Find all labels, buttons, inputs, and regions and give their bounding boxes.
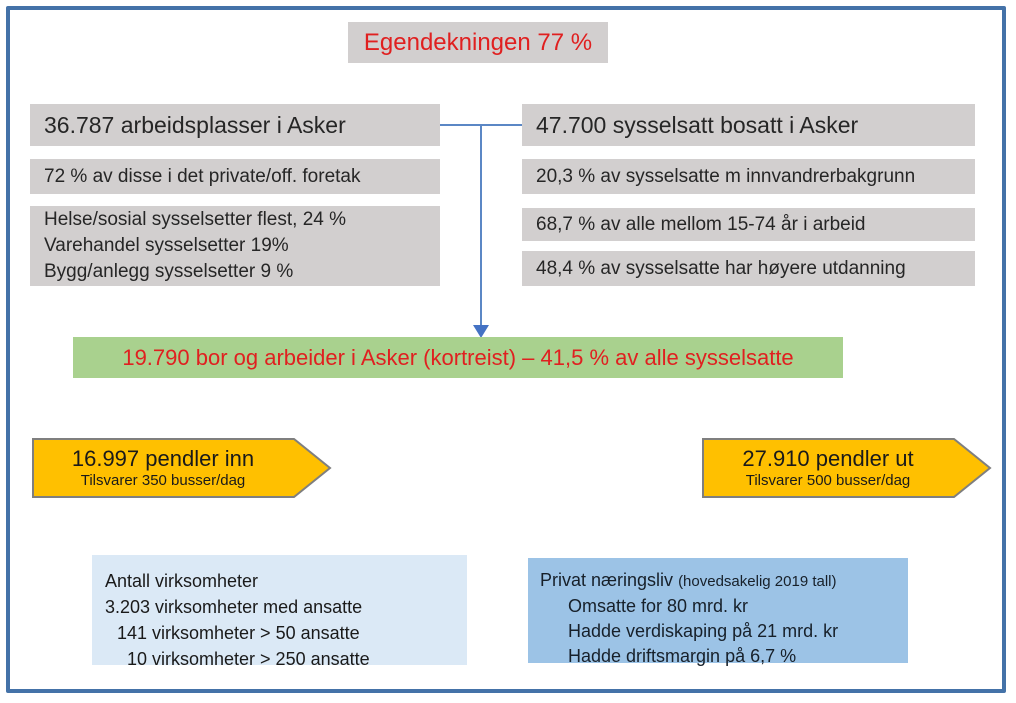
commute-in-count: 16.997 pendler inn [71,446,255,471]
commute-in-arrow: 16.997 pendler inn Tilsvarer 350 busser/… [32,438,332,498]
businesses-title: Antall virksomheter [105,571,259,591]
coverage-title: Egendekningen 77 % [348,22,608,63]
education-share-box: 48,4 % av sysselsatte har høyere utdanni… [522,251,975,286]
commute-out-arrow: 27.910 pendler ut Tilsvarer 500 busser/d… [702,438,992,498]
local-workers-highlight: 19.790 bor og arbeider i Asker (kortreis… [73,337,843,378]
industry-line-health: Helse/sosial sysselsetter flest, 24 % [44,209,347,230]
commute-in-buses: Tilsvarer 350 busser/dag [80,472,246,489]
slide-border [6,6,1006,693]
right-arrow-shape-icon [702,438,992,498]
businesses-over-50: 141 virksomheter > 50 ansatte [117,623,360,643]
commute-out-count: 27.910 pendler ut [742,446,914,471]
employed-residents-header: 47.700 sysselsatt bosatt i Asker [522,104,975,146]
workplaces-header: 36.787 arbeidsplasser i Asker [30,104,440,146]
private-sector-margin: Hadde driftsmargin på 6,7 % [568,646,797,666]
employment-rate-box: 68,7 % av alle mellom 15-74 år i arbeid [522,208,975,241]
private-share-box: 72 % av disse i det private/off. foretak [30,159,440,194]
immigrant-share-box: 20,3 % av sysselsatte m innvandrerbakgru… [522,159,975,194]
private-sector-box: Privat næringsliv (hovedsakelig 2019 tal… [528,558,908,666]
private-sector-title: Privat næringsliv [540,570,674,590]
private-sector-title-line: Privat næringsliv (hovedsakelig 2019 tal… [540,568,908,594]
right-arrow-shape-icon [32,438,332,498]
commute-out-text: 27.910 pendler ut Tilsvarer 500 busser/d… [702,438,954,498]
commute-in-text: 16.997 pendler inn Tilsvarer 350 busser/… [32,438,294,498]
commute-out-buses: Tilsvarer 500 busser/dag [745,472,911,489]
private-sector-revenue: Omsatte for 80 mrd. kr [568,596,749,616]
private-sector-note: (hovedsakelig 2019 tall) [678,573,837,590]
private-sector-value-creation: Hadde verdiskaping på 21 mrd. kr [568,621,839,641]
industry-breakdown-box: Helse/sosial sysselsetter flest, 24 % Va… [30,206,440,286]
businesses-total: 3.203 virksomheter med ansatte [105,597,363,617]
businesses-box: Antall virksomheter 3.203 virksomheter m… [92,555,467,669]
industry-line-construction: Bygg/anlegg sysselsetter 9 % [44,261,294,282]
industry-line-retail: Varehandel sysselsetter 19% [44,235,289,256]
businesses-over-250: 10 virksomheter > 250 ansatte [127,649,370,669]
